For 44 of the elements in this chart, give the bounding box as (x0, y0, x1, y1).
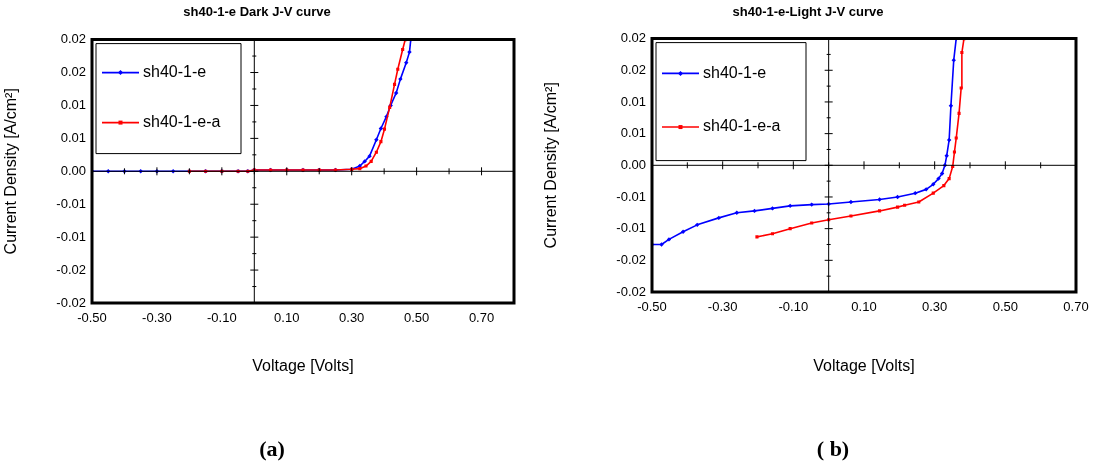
legend-label: sh40-1-e-a (703, 117, 781, 135)
legend-label: sh40-1-e (703, 63, 767, 81)
x-tick-label: 0.50 (992, 299, 1018, 315)
x-tick-label: -0.30 (707, 299, 738, 315)
legend-label: sh40-1-e (143, 63, 207, 81)
text: (a) (259, 436, 285, 462)
x-tick-label: 0.50 (403, 310, 430, 326)
x-tick-label: 0.70 (468, 310, 495, 326)
y-tick-label: 0.01 (620, 93, 646, 109)
y-tick-label: -0.02 (616, 251, 646, 267)
x-axis-title: Voltage [Volts] (813, 356, 915, 374)
x-tick-label: -0.10 (207, 310, 237, 326)
x-tick-label: 0.30 (339, 310, 365, 326)
y-tick-label: 0.02 (620, 30, 646, 46)
y-tick-label: 0.00 (60, 162, 86, 178)
x-tick-label: 0.10 (274, 310, 300, 326)
y-tick-label: 0.02 (60, 31, 86, 47)
y-tick-label: 0.02 (60, 64, 86, 80)
y-tick-label: 0.01 (620, 125, 646, 141)
y-tick-label: -0.01 (56, 195, 86, 211)
legend-label: sh40-1-e-a (143, 113, 221, 131)
x-tick-label: -0.50 (637, 299, 667, 315)
x-axis-title: Voltage [Volts] (252, 356, 354, 374)
y-tick-label: 0.02 (620, 61, 646, 77)
chart-title: sh40-1-e Dark J-V curve (183, 4, 331, 20)
y-tick-label: -0.01 (56, 228, 86, 244)
chart-title: sh40-1-e-Light J-V curve (732, 4, 884, 20)
y-tick-label: -0.02 (616, 283, 646, 299)
y-axis-title: Current Density [A/cm²] (542, 82, 560, 249)
x-tick-label: -0.30 (142, 310, 172, 326)
x-tick-label: 0.10 (851, 299, 877, 315)
x-tick-label: 0.30 (922, 299, 948, 315)
y-tick-label: 0.00 (620, 156, 646, 172)
y-tick-label: -0.01 (616, 220, 646, 236)
x-tick-label: 0.70 (1063, 299, 1089, 315)
y-tick-label: 0.01 (60, 97, 86, 113)
y-tick-label: 0.01 (60, 129, 86, 145)
text: ( b) (816, 436, 850, 462)
y-tick-label: -0.02 (56, 294, 86, 310)
x-tick-label: -0.10 (778, 299, 809, 315)
y-axis-title: Current Density [A/cm²] (2, 88, 20, 255)
x-tick-label: -0.50 (77, 310, 107, 326)
y-tick-label: -0.02 (56, 261, 86, 277)
y-tick-label: -0.01 (616, 188, 646, 204)
